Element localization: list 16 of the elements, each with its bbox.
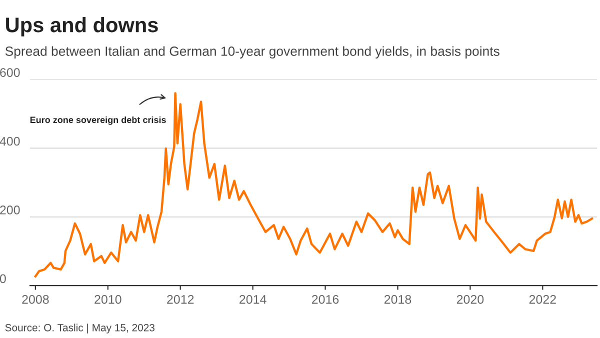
- source-note: Source: O. Taslic | May 15, 2023: [5, 324, 154, 334]
- x-tick-label: 2008: [22, 294, 49, 304]
- y-tick-label: 600: [0, 68, 20, 77]
- chart-title: Ups and downs: [6, 17, 158, 36]
- x-tick-label: 2012: [167, 294, 194, 304]
- y-tick-label: 0: [0, 274, 6, 284]
- y-tick-label: 200: [0, 206, 20, 214]
- annotation: Euro zone sovereign debt crisis: [30, 116, 166, 125]
- x-tick-label: 2014: [240, 294, 266, 304]
- x-tick-label: 2022: [529, 294, 556, 304]
- x-tick-label: 2018: [384, 294, 412, 304]
- x-tick-label: 2020: [456, 294, 484, 304]
- chart-subtitle: Spread between Italian and German 10-year government bond yields, in basis points: [5, 46, 500, 59]
- y-tick-label: 400: [0, 136, 20, 146]
- x-tick-label: 2010: [94, 294, 122, 304]
- x-tick-label: 2016: [312, 294, 339, 304]
